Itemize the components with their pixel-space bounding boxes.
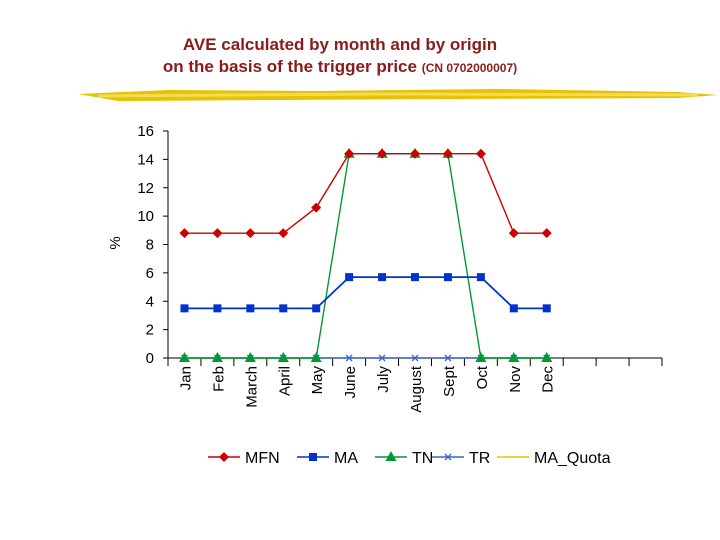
x-tick-label: April [276,366,293,396]
data-point [312,304,321,313]
y-axis-title: % [107,236,124,249]
series-line-ma [184,276,547,310]
chart-title: AVE calculated by month and by origin on… [0,34,680,79]
x-tick-label: July [375,366,392,393]
x-tick-label: Jan [177,366,194,390]
data-point [178,352,190,362]
data-point [444,453,452,461]
y-tick-label: 8 [146,237,154,254]
chart-title-line-1: AVE calculated by month and by origin [182,35,498,54]
x-tick-label: Sept [441,365,458,397]
data-point [385,451,397,461]
x-tick-label: May [309,366,326,395]
x-tick-label: Nov [507,366,524,393]
y-tick-label: 10 [137,208,154,225]
y-tick-label: 6 [146,265,154,282]
legend-label: TN [412,450,433,467]
data-point [179,228,190,239]
data-point [309,453,317,461]
data-point [345,273,354,282]
series-line-mfn [184,152,547,234]
data-point [411,273,419,282]
data-point [444,354,452,362]
data-point [212,228,223,239]
y-tick-label: 12 [137,180,154,197]
y-tick-label: 0 [146,350,154,367]
data-point [442,148,453,159]
data-point [211,352,223,362]
data-point [278,228,289,239]
data-point [219,452,229,462]
data-point [245,228,256,239]
legend-label: TR [469,450,490,467]
data-point [180,304,189,313]
data-point [541,352,553,362]
x-tick-label: Oct [474,365,491,389]
chart-title-code: (CN 0702000007) [421,61,518,75]
x-tick-label: Dec [540,366,557,393]
y-tick-label: 14 [137,151,154,168]
data-point [344,148,355,159]
data-point [410,148,420,159]
data-point [311,202,322,213]
y-tick-label: 16 [137,123,154,140]
data-point [310,352,322,362]
series-line-tn [184,152,547,359]
y-tick-label: 2 [146,322,154,339]
legend-label: MA_Quota [534,450,611,467]
data-point [475,148,486,159]
data-point [277,352,289,362]
data-point [411,354,419,362]
legend-label: MA [334,450,358,467]
data-point [508,228,519,239]
data-point [246,304,255,313]
data-point [244,352,256,362]
data-point [378,273,387,282]
x-tick-label: June [342,366,359,399]
data-point [508,352,520,362]
data-point [542,304,551,313]
x-tick-label: March [243,366,260,408]
title-underline-brush [78,89,718,101]
x-tick-label: Feb [210,366,227,392]
y-tick-label: 4 [146,293,154,310]
legend-label: MFN [245,450,280,467]
data-point [541,228,552,239]
chart-title-line-2: on the basis of the trigger price (CN 07… [0,56,680,79]
data-point [475,352,487,362]
data-point [378,354,386,362]
data-point [443,273,452,282]
x-tick-label: August [408,365,425,413]
data-point [377,148,388,159]
data-point [345,354,353,362]
data-point [213,304,222,313]
data-point [509,304,518,313]
data-point [476,273,485,282]
data-point [279,304,288,313]
chart-title-line-2-text: on the basis of the trigger price [162,57,417,76]
